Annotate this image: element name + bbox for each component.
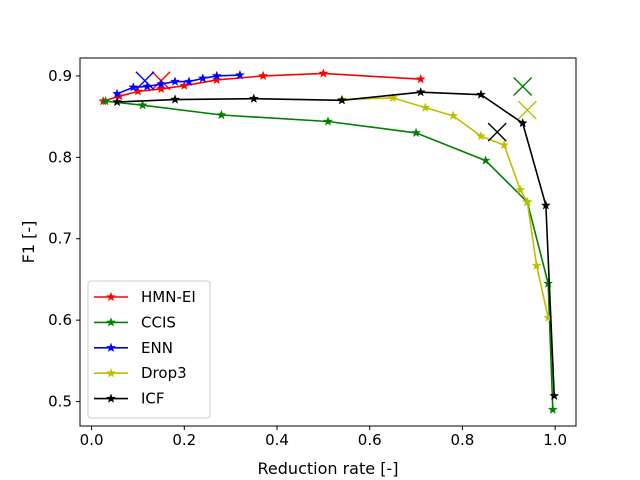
series-enn <box>112 69 245 99</box>
data-point-icf <box>517 117 528 128</box>
series-icf <box>112 87 560 401</box>
cross-marker-ccis <box>513 77 533 96</box>
data-point-enn <box>211 70 222 81</box>
data-point-icf <box>112 96 123 107</box>
x-tick-label: 0.2 <box>172 431 196 449</box>
y-tick-label: 0.9 <box>48 67 72 85</box>
legend: HMN-EI CCIS ENN Drop3 ICF <box>87 280 211 419</box>
tick-layer: 0.0 0.2 0.4 0.6 0.8 1.0 0.5 0.6 0.7 0.8 0.9 <box>48 67 567 449</box>
data-point-ccis <box>480 155 491 165</box>
series-layer <box>98 68 560 414</box>
data-point-hmn-ei <box>318 68 329 78</box>
data-point-enn <box>156 78 167 89</box>
x-tick-label: 0.0 <box>80 431 104 449</box>
cross-marker-icf <box>487 122 507 142</box>
x-tick-label: 0.4 <box>265 431 289 449</box>
data-point-icf <box>476 89 486 99</box>
data-point-drop3 <box>531 260 542 270</box>
data-point-enn <box>170 76 180 86</box>
series-line-drop3 <box>341 97 549 318</box>
y-tick-label: 0.7 <box>48 230 72 248</box>
x-tick-label: 0.6 <box>358 431 382 449</box>
legend-label-enn: ENN <box>141 339 173 357</box>
legend-item-ccis: CCIS <box>94 313 176 331</box>
x-tick-label: 1.0 <box>543 431 567 449</box>
data-point-drop3 <box>522 196 533 207</box>
y-axis-label: F1 [-] <box>19 221 38 264</box>
series-drop3 <box>336 92 554 322</box>
data-point-icf <box>549 390 560 401</box>
y-tick-label: 0.8 <box>48 148 72 166</box>
data-point-enn <box>142 81 153 91</box>
data-point-icf <box>248 93 259 103</box>
x-tick-label: 0.8 <box>451 431 475 449</box>
legend-label-icf: ICF <box>141 390 165 408</box>
y-tick-label: 0.6 <box>48 311 72 329</box>
data-point-hmn-ei <box>258 70 269 81</box>
data-point-icf <box>415 87 426 97</box>
data-point-drop3 <box>387 92 398 103</box>
data-point-enn <box>184 76 194 86</box>
data-point-enn <box>112 88 123 99</box>
legend-box <box>87 280 211 419</box>
legend-swatch-marker <box>106 291 116 302</box>
legend-item-icf: ICF <box>94 390 165 408</box>
legend-swatch-marker <box>106 393 116 403</box>
data-point-ccis <box>411 127 422 138</box>
cross-stroke <box>517 100 537 120</box>
data-point-drop3 <box>499 139 510 150</box>
data-point-icf <box>540 200 551 210</box>
legend-item-enn: ENN <box>94 339 173 357</box>
data-point-ccis <box>137 100 148 110</box>
data-point-ccis <box>100 95 111 106</box>
data-point-drop3 <box>515 184 526 195</box>
data-point-ccis <box>543 278 554 288</box>
plot-frame <box>79 57 577 427</box>
data-point-hmn-ei <box>415 73 426 84</box>
data-point-enn <box>128 82 139 92</box>
legend-item-drop3: Drop3 <box>94 364 187 382</box>
legend-label-drop3: Drop3 <box>141 364 187 382</box>
axes-layer <box>79 57 577 427</box>
data-point-drop3 <box>448 110 459 121</box>
data-point-icf <box>170 94 180 104</box>
cross-stroke <box>135 71 155 91</box>
cross-marker-drop3 <box>517 100 537 120</box>
legend-item-hmn-ei: HMN-EI <box>94 288 196 306</box>
data-point-ccis <box>216 109 227 120</box>
cross-stroke <box>513 77 533 96</box>
legend-label-ccis: CCIS <box>141 313 176 331</box>
legend-label-hmn-ei: HMN-EI <box>141 288 196 306</box>
series-ccis <box>100 77 558 414</box>
data-point-ccis <box>547 404 558 414</box>
data-point-enn <box>197 73 208 83</box>
legend-swatch-marker <box>106 368 116 378</box>
cross-marker-enn <box>135 71 155 91</box>
cross-stroke <box>487 122 507 142</box>
data-point-ccis <box>323 116 333 126</box>
y-tick-label: 0.5 <box>48 393 72 411</box>
data-point-icf <box>336 95 347 105</box>
data-point-hmn-ei <box>156 83 167 94</box>
x-axis-label: Reduction rate [-] <box>258 459 399 478</box>
data-point-drop3 <box>420 102 431 112</box>
data-point-hmn-ei <box>211 74 222 85</box>
data-point-enn <box>234 69 245 80</box>
legend-swatch-marker <box>106 342 116 352</box>
data-point-drop3 <box>476 130 486 141</box>
legend-swatch-marker <box>106 317 116 327</box>
